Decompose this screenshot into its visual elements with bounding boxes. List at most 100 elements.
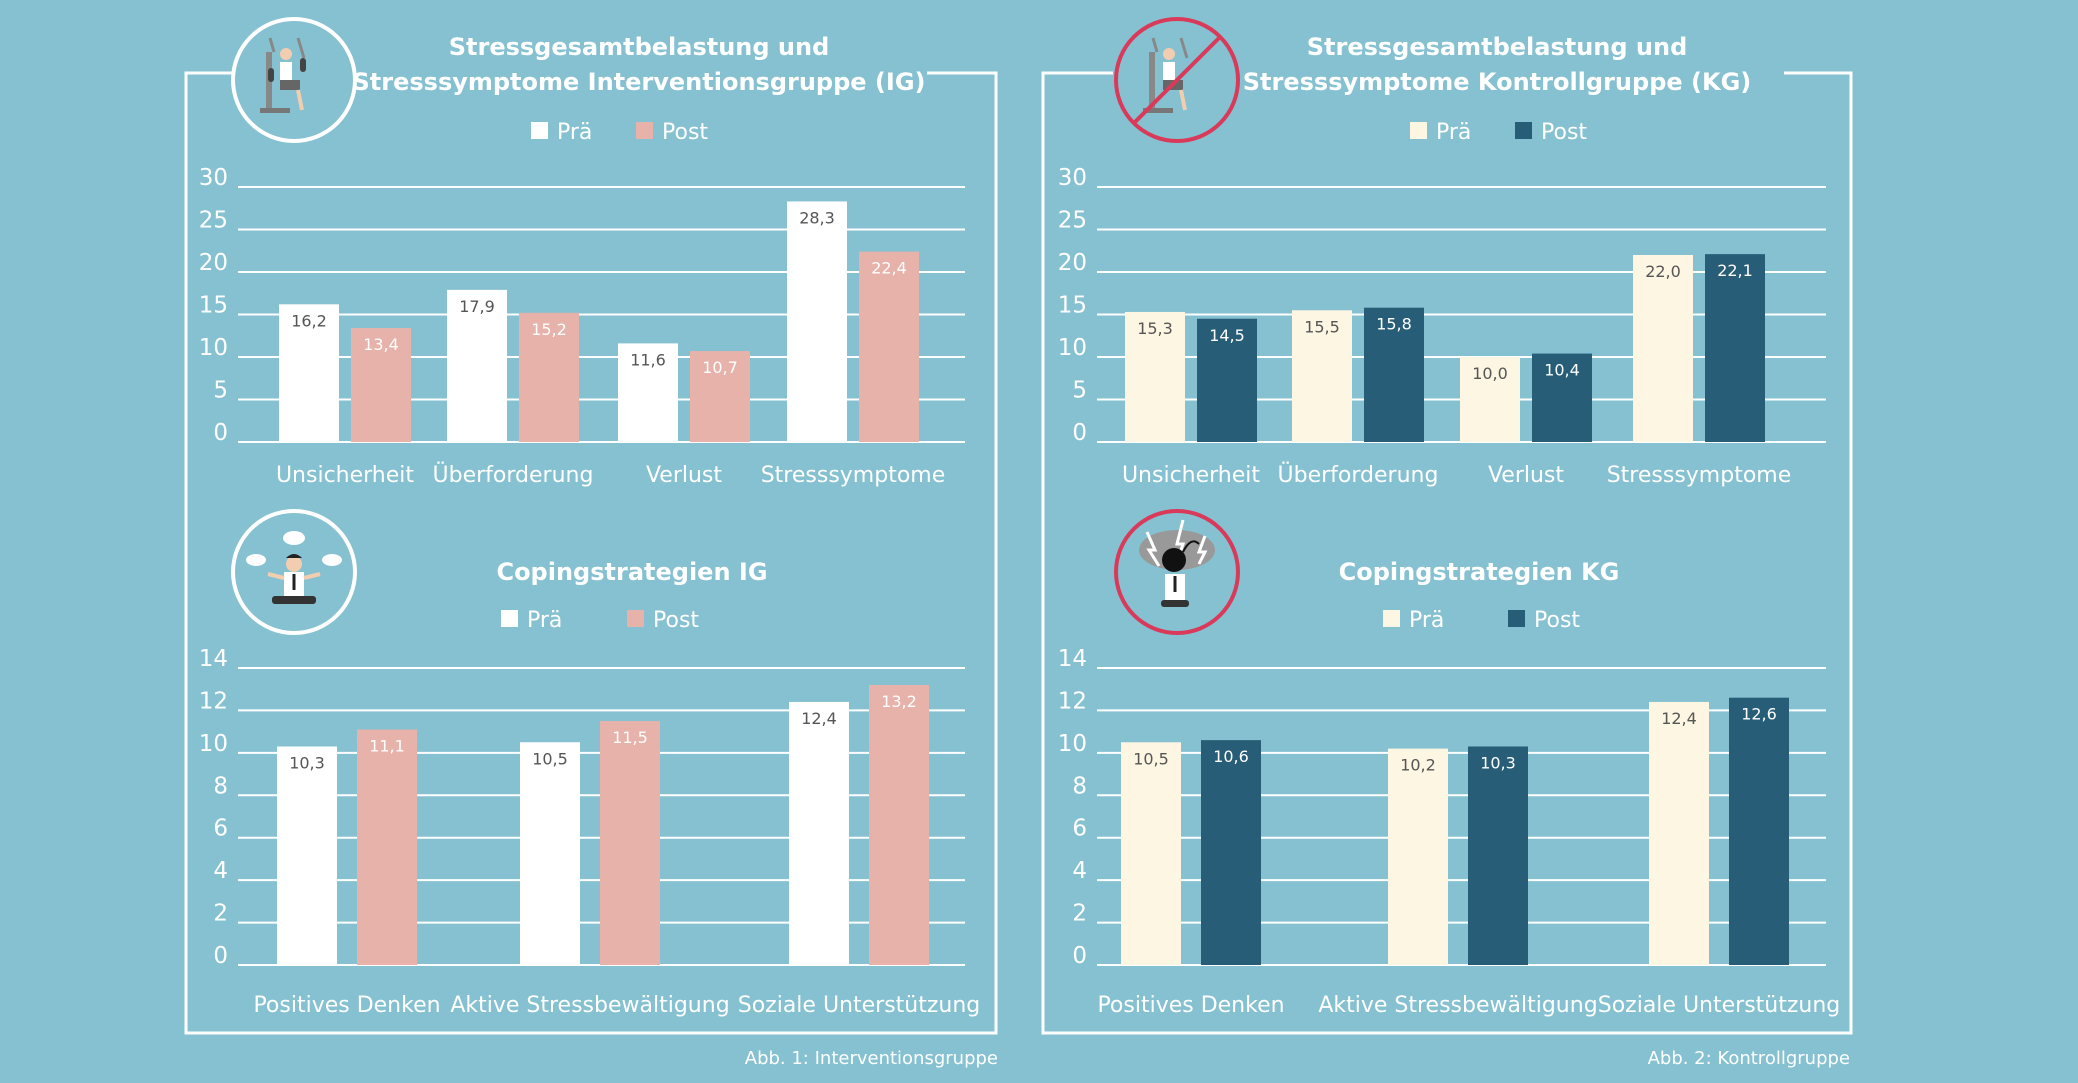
bar-value-label: 22,0 [1645, 262, 1681, 281]
bar [1201, 740, 1261, 965]
y-tick-label: 6 [213, 816, 228, 842]
bar-value-label: 10,4 [1544, 361, 1580, 380]
y-tick-label: 25 [199, 208, 228, 234]
bar-value-label: 10,2 [1400, 756, 1436, 775]
chart-kg-stress-title-line1: Stressgesamtbelastung und [1307, 33, 1688, 61]
bar-value-label: 15,2 [531, 320, 567, 339]
legend-swatch-1 [636, 122, 653, 139]
y-tick-label: 20 [1058, 250, 1087, 276]
chart-ig-stress-title-line1: Stressgesamtbelastung und [449, 33, 830, 61]
relaxed-meditation-icon [231, 509, 357, 635]
x-category-label: Aktive Stressbewältigung [1318, 993, 1597, 1018]
legend-label-0: Prä [527, 608, 562, 633]
y-tick-label: 30 [199, 165, 228, 191]
y-tick-label: 8 [213, 773, 228, 799]
bar [859, 251, 919, 442]
bar-value-label: 10,3 [1480, 753, 1516, 772]
bar [1729, 697, 1789, 965]
fitness-machine-icon [231, 17, 357, 143]
bar [447, 289, 507, 442]
bar [357, 729, 417, 965]
bar-value-label: 22,1 [1717, 261, 1753, 280]
bar-value-label: 10,0 [1472, 364, 1508, 383]
chart-kg-stress-title-line2: Stresssymptome Kontrollgruppe (KG) [1243, 68, 1752, 96]
y-tick-label: 0 [1072, 420, 1087, 446]
bar [1705, 254, 1765, 442]
y-tick-label: 5 [1072, 378, 1087, 404]
bar-value-label: 11,5 [612, 728, 648, 747]
y-tick-label: 10 [199, 731, 228, 757]
x-category-label: Verlust [646, 463, 722, 488]
bar-value-label: 15,8 [1376, 315, 1412, 334]
y-tick-label: 12 [199, 688, 228, 714]
bar-value-label: 16,2 [291, 311, 327, 330]
legend-swatch-1 [1508, 610, 1525, 627]
y-tick-label: 30 [1058, 165, 1087, 191]
bar [1532, 353, 1592, 442]
bar [1468, 746, 1528, 965]
legend-label-1: Post [662, 120, 708, 145]
chart-ig-coping-title: Copingstrategien IG [496, 558, 767, 586]
legend-swatch-0 [531, 122, 548, 139]
bar [690, 351, 750, 442]
bar [1649, 701, 1709, 965]
bar [1125, 311, 1185, 442]
bar-value-label: 13,2 [881, 692, 917, 711]
y-tick-label: 4 [213, 858, 228, 884]
bar-value-label: 15,3 [1137, 319, 1173, 338]
bar [869, 684, 929, 965]
y-tick-label: 4 [1072, 858, 1087, 884]
y-tick-label: 0 [213, 943, 228, 969]
bar [618, 343, 678, 442]
chart-3: 0 2 4 6 8 10 12 14 Prä Post 10,5 10,6 Positives Denk… [1058, 608, 1841, 1018]
bar [1364, 307, 1424, 442]
bar [1292, 310, 1352, 442]
bar [1388, 748, 1448, 965]
bar-value-label: 10,5 [532, 749, 568, 768]
legend-label-1: Post [653, 608, 699, 633]
legend-swatch-0 [1410, 122, 1427, 139]
bar [1121, 742, 1181, 965]
bar [1197, 318, 1257, 442]
bar-value-label: 17,9 [459, 297, 495, 316]
frame-right [1041, 71, 1853, 1035]
y-tick-label: 25 [1058, 208, 1087, 234]
bar [789, 701, 849, 965]
x-category-label: Unsicherheit [276, 463, 414, 488]
x-category-label: Verlust [1488, 463, 1564, 488]
x-category-label: Überforderung [1278, 462, 1439, 488]
x-category-label: Aktive Stressbewältigung [450, 993, 729, 1018]
chart-1: 0 5 10 15 20 25 30 Prä Post 15,3 14,5 Unsicherheit 1… [1058, 120, 1826, 488]
y-tick-label: 12 [1058, 688, 1087, 714]
x-category-label: Soziale Unterstützung [1598, 993, 1841, 1018]
bar-value-label: 12,6 [1741, 705, 1777, 724]
bar-value-label: 10,6 [1213, 747, 1249, 766]
x-category-label: Soziale Unterstützung [738, 993, 981, 1018]
x-category-label: Überforderung [433, 462, 594, 488]
legend-swatch-0 [1383, 610, 1400, 627]
bar-value-label: 12,4 [801, 709, 837, 728]
y-tick-label: 6 [1072, 816, 1087, 842]
bar [600, 721, 660, 965]
bar-value-label: 22,4 [871, 259, 907, 278]
bar [519, 312, 579, 442]
frame-left [184, 71, 998, 1035]
y-tick-label: 15 [1058, 293, 1087, 319]
bar-value-label: 13,4 [363, 335, 399, 354]
bar-value-label: 15,5 [1304, 317, 1340, 336]
y-tick-label: 15 [199, 293, 228, 319]
x-category-label: Positives Denken [253, 993, 440, 1018]
x-category-label: Positives Denken [1097, 993, 1284, 1018]
caption-right: Abb. 2: Kontrollgruppe [1648, 1048, 1850, 1069]
chart-ig-stress-title-line2: Stresssymptome Interventionsgruppe (IG) [353, 68, 926, 96]
legend-swatch-0 [501, 610, 518, 627]
y-tick-label: 10 [1058, 335, 1087, 361]
legend-label-1: Post [1534, 608, 1580, 633]
legend-label-0: Prä [1436, 120, 1471, 145]
legend-label-0: Prä [557, 120, 592, 145]
bar-value-label: 14,5 [1209, 326, 1245, 345]
y-tick-label: 2 [213, 901, 228, 927]
y-tick-label: 0 [1072, 943, 1087, 969]
y-tick-label: 10 [199, 335, 228, 361]
